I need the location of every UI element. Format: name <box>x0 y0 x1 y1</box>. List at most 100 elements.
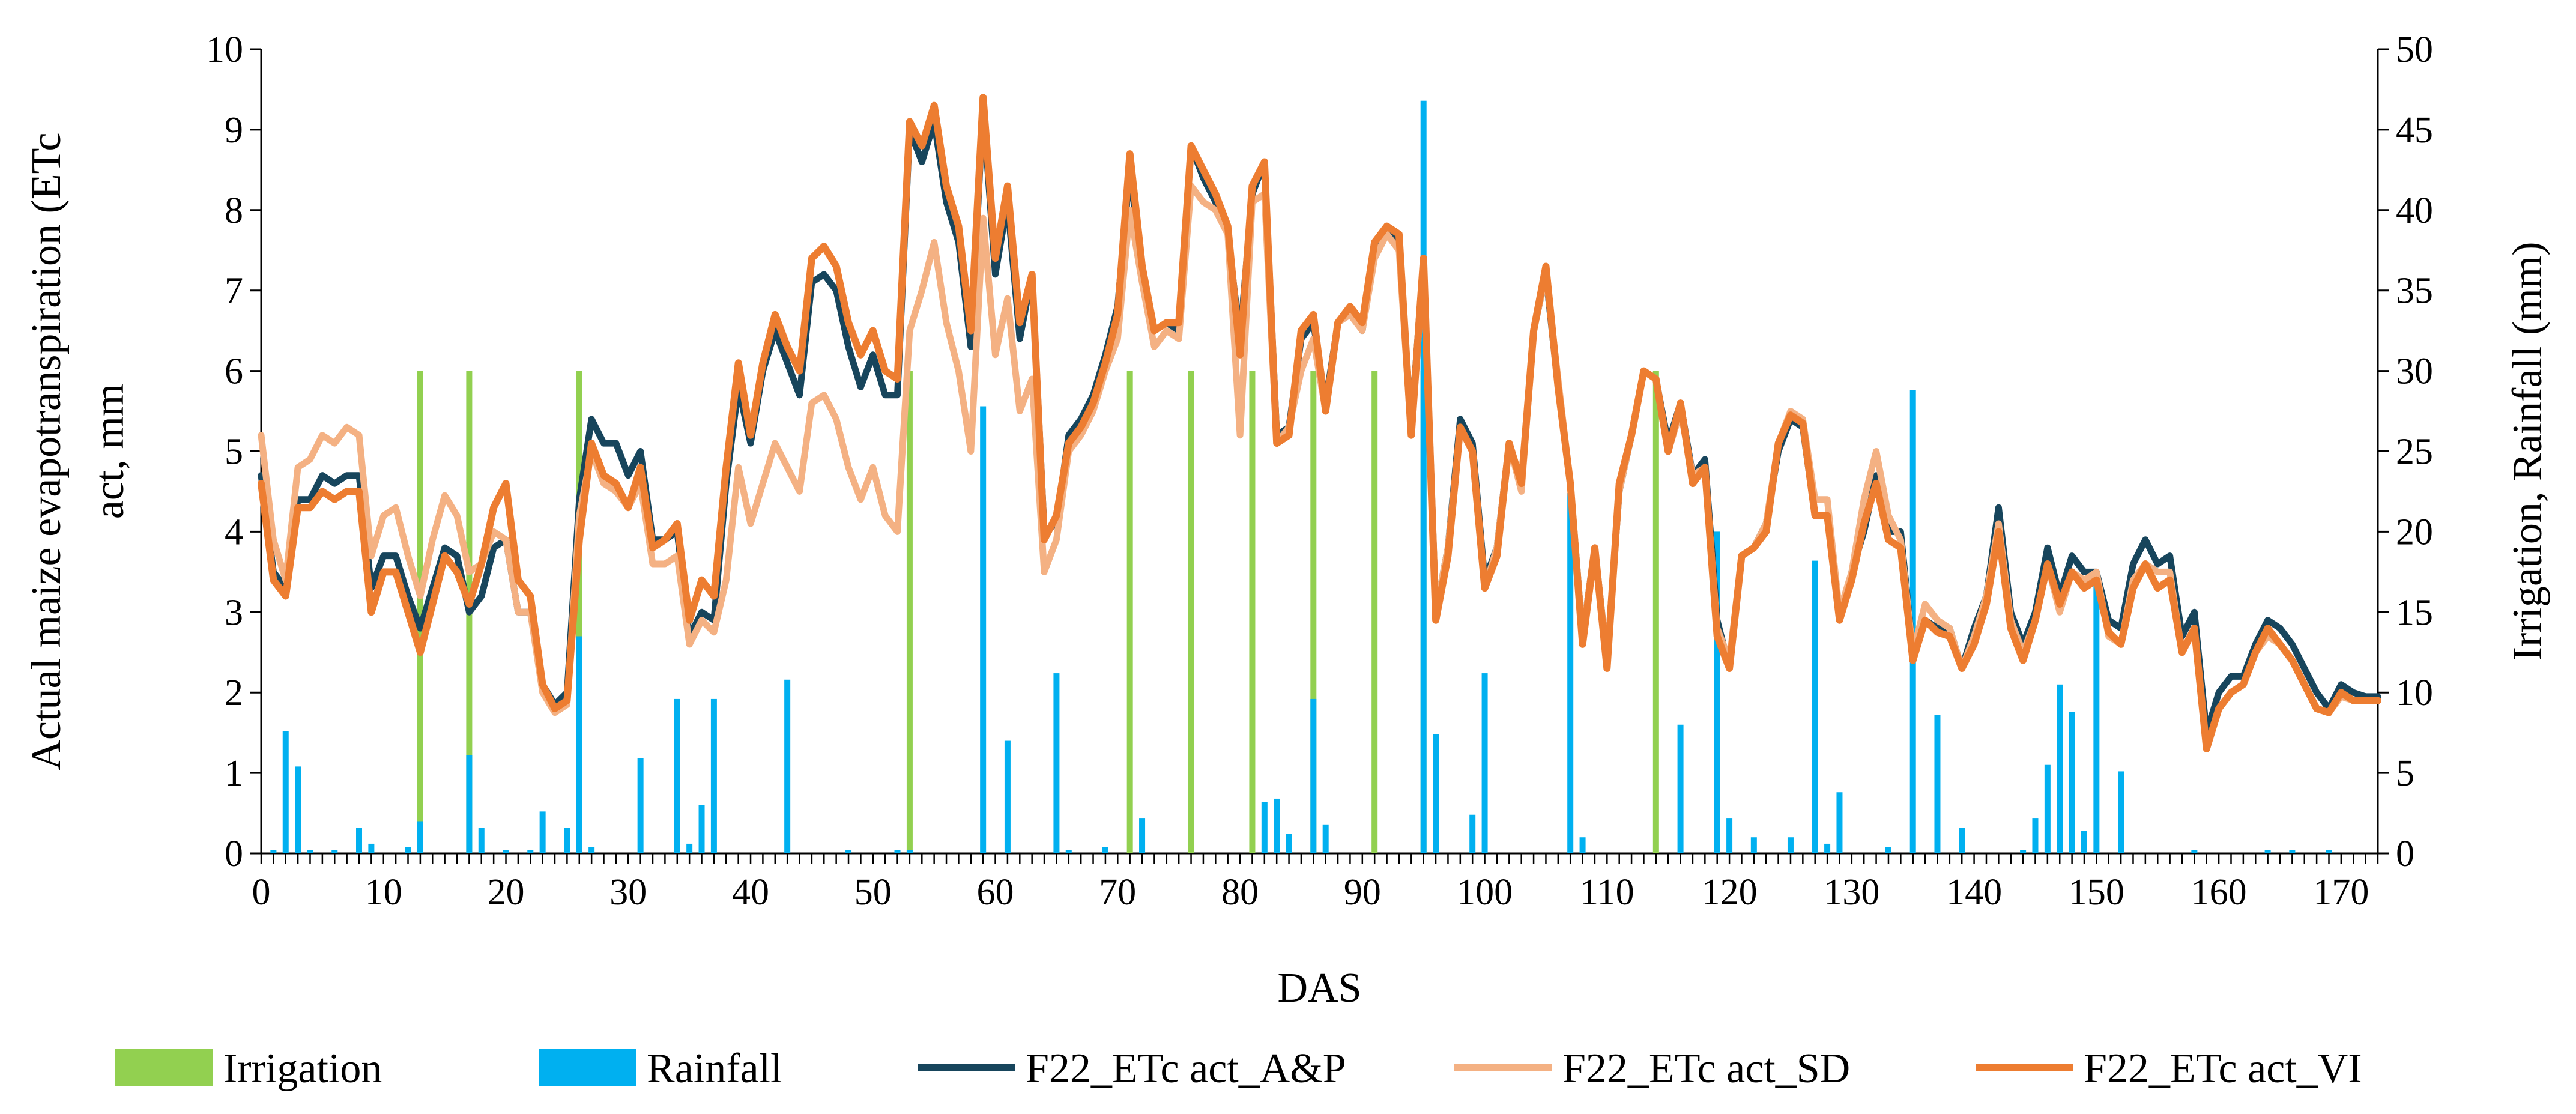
right-y-tick-label: 25 <box>2396 432 2433 473</box>
x-tick-label: 130 <box>1824 872 1879 913</box>
rainfall-bar <box>1726 818 1733 853</box>
rainfall-bar <box>331 850 338 853</box>
rainfall-bar <box>1004 740 1011 853</box>
series-line-vi <box>258 94 2381 752</box>
x-tick-label: 160 <box>2191 872 2247 913</box>
rainfall-bar <box>1885 847 1891 853</box>
rainfall-bar <box>307 850 313 853</box>
rainfall-bar <box>2020 850 2027 853</box>
right-y-tick-label: 30 <box>2396 351 2433 392</box>
x-tick-label: 20 <box>488 872 525 913</box>
left-y-tick-label: 5 <box>225 432 243 473</box>
x-tick-label: 60 <box>977 872 1014 913</box>
irrigation-bar <box>1126 371 1133 853</box>
left-y-tick-label: 3 <box>225 592 243 633</box>
irrigation-bar <box>1371 371 1378 853</box>
left-y-tick-label: 8 <box>225 190 243 231</box>
line-layer <box>258 94 2381 752</box>
right-y-tick-label: 40 <box>2396 190 2433 231</box>
rainfall-bar <box>1065 850 1072 853</box>
irrigation-bar <box>576 371 582 853</box>
x-tick-label: 30 <box>609 872 647 913</box>
rainfall-bar <box>1812 560 1818 853</box>
irrigation-bar <box>1310 371 1317 853</box>
rainfall-bar <box>295 766 301 853</box>
legend-label-rainfall: Rainfall <box>647 1046 782 1092</box>
rainfall-bar <box>588 847 595 853</box>
right-y-axis-title: Irrigation, Rainfall (mm) <box>2505 242 2551 661</box>
x-tick-label: 90 <box>1344 872 1381 913</box>
x-tick-label: 40 <box>732 872 769 913</box>
right-y-tick-label: 0 <box>2396 834 2414 874</box>
rainfall-bar <box>980 406 987 853</box>
rainfall-bar <box>710 698 717 853</box>
left-y-tick-label: 4 <box>225 512 243 552</box>
rainfall-bar <box>1714 531 1720 853</box>
rainfall-bar <box>1053 673 1060 853</box>
irrigation-bar <box>417 371 423 853</box>
x-tick-label: 110 <box>1580 872 1634 913</box>
irrigation-bar <box>1188 371 1194 853</box>
rainfall-bar <box>539 811 546 853</box>
rainfall-bar <box>2326 850 2332 853</box>
rainfall-bar <box>2057 684 2063 853</box>
rainfall-bar <box>845 850 852 853</box>
rainfall-bar <box>478 828 485 853</box>
rainfall-bar <box>1567 493 1574 853</box>
x-tick-label: 0 <box>252 872 271 913</box>
rainfall-bar <box>1787 837 1794 853</box>
rainfall-bar <box>1322 824 1329 853</box>
rainfall-bar <box>1286 834 1292 853</box>
rainfall-bar <box>1750 837 1757 853</box>
rainfall-bar <box>503 850 509 853</box>
x-tick-label: 170 <box>2313 872 2369 913</box>
right-y-tick-label: 35 <box>2396 271 2433 312</box>
rainfall-bar <box>1102 847 1108 853</box>
x-tick-label: 50 <box>854 872 892 913</box>
rainfall-bar <box>2289 850 2296 853</box>
left-y-tick-label: 6 <box>225 351 243 392</box>
rainfall-bar <box>1934 715 1941 853</box>
rainfall-bar <box>1261 802 1268 853</box>
rainfall-bar <box>1824 843 1831 853</box>
rainfall-bar <box>1420 100 1427 853</box>
rainfall-bar <box>2264 850 2271 853</box>
left-y-tick-label: 1 <box>225 753 243 794</box>
x-tick-label: 140 <box>1946 872 2002 913</box>
rainfall-bar <box>674 698 680 853</box>
legend-label-ap: F22_ETc act_A&P <box>1026 1046 1346 1092</box>
irrigation-bar <box>1652 371 1659 853</box>
right-y-tick-label: 20 <box>2396 512 2433 552</box>
rainfall-bar <box>368 843 375 853</box>
x-tick-label: 100 <box>1457 872 1513 913</box>
right-y-tick-label: 45 <box>2396 110 2433 151</box>
left-y-tick-label: 7 <box>225 271 243 312</box>
left-y-tick-label: 0 <box>225 834 243 874</box>
left-y-tick-label: 2 <box>225 673 243 713</box>
left-y-tick-label: 9 <box>225 110 243 151</box>
rainfall-bar <box>906 850 913 853</box>
rainfall-bar <box>894 850 901 853</box>
rainfall-bar <box>2032 818 2039 853</box>
rainfall-bar <box>282 731 289 853</box>
legend-label-irrigation: Irrigation <box>223 1046 382 1092</box>
right-y-tick-label: 5 <box>2396 753 2414 794</box>
rainfall-bar <box>1274 798 1280 853</box>
rainfall-bar <box>1959 828 1965 853</box>
rainfall-bar <box>1469 814 1476 853</box>
rainfall-bar <box>1481 673 1488 853</box>
x-tick-label: 70 <box>1099 872 1136 913</box>
legend-swatch-rainfall <box>539 1049 636 1086</box>
rainfall-bar <box>1677 724 1684 853</box>
rainfall-bar <box>2118 771 2124 853</box>
rainfall-bar <box>356 828 363 853</box>
rainfall-bar <box>2191 850 2198 853</box>
left-y-axis-title-line-2: act, mm <box>86 384 133 519</box>
rainfall-bar <box>270 850 277 853</box>
chart-axes <box>250 48 2389 864</box>
rainfall-bar <box>2044 764 2051 853</box>
irrigation-bar <box>906 371 913 853</box>
rainfall-bar <box>2081 831 2087 853</box>
